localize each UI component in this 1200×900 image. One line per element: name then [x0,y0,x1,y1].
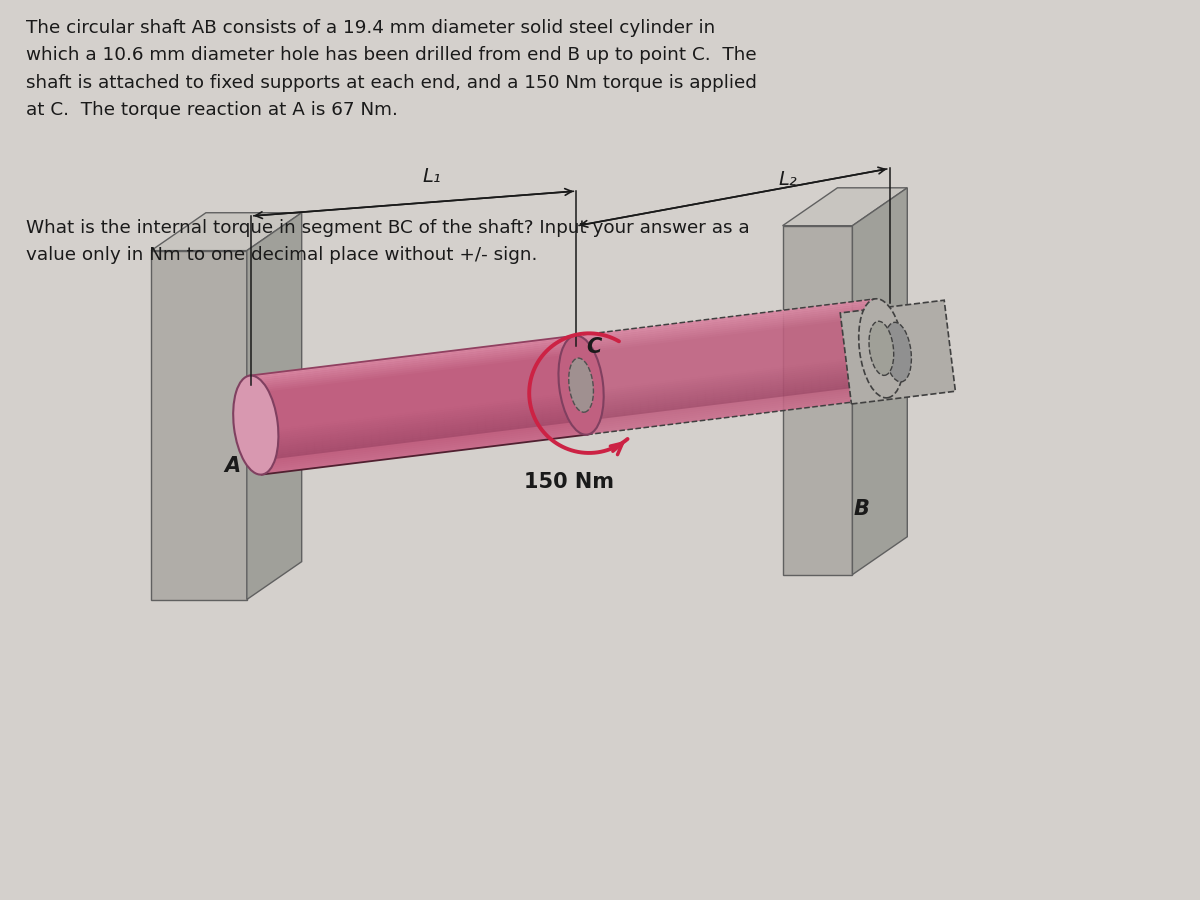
Polygon shape [852,188,907,574]
Polygon shape [252,312,877,392]
Polygon shape [258,366,883,445]
Ellipse shape [233,375,278,474]
Polygon shape [262,394,887,472]
Polygon shape [251,309,877,388]
Text: L₂: L₂ [779,170,797,189]
Polygon shape [259,372,884,451]
Polygon shape [260,390,887,469]
Polygon shape [260,386,887,464]
Polygon shape [262,396,888,474]
Polygon shape [247,212,301,599]
Polygon shape [259,376,884,454]
Text: 150 Nm: 150 Nm [524,472,614,491]
Polygon shape [260,388,887,466]
Polygon shape [257,358,883,437]
Polygon shape [262,392,887,471]
Polygon shape [250,299,876,378]
Polygon shape [258,368,884,446]
Text: The circular shaft AB consists of a 19.4 mm diameter solid steel cylinder in
whi: The circular shaft AB consists of a 19.4… [26,19,757,119]
Ellipse shape [869,321,894,375]
Polygon shape [251,307,876,385]
Polygon shape [259,378,886,456]
Ellipse shape [884,322,912,382]
Polygon shape [258,364,883,443]
Ellipse shape [859,299,904,398]
Polygon shape [259,374,884,453]
Polygon shape [257,360,883,439]
Polygon shape [251,305,876,383]
Polygon shape [251,302,876,382]
Polygon shape [782,188,907,226]
Text: C: C [586,338,601,357]
Text: L₁: L₁ [422,166,440,185]
Polygon shape [258,362,883,441]
Polygon shape [259,380,886,459]
Text: B: B [853,499,869,518]
Polygon shape [252,315,877,393]
Polygon shape [151,250,247,599]
Polygon shape [258,370,884,449]
Polygon shape [840,301,955,404]
Ellipse shape [569,358,594,412]
Polygon shape [250,336,587,474]
Text: What is the internal torque in segment BC of the shaft? Input your answer as a
v: What is the internal torque in segment B… [26,219,750,264]
Polygon shape [260,382,886,461]
Ellipse shape [558,336,604,435]
Polygon shape [251,310,877,390]
Polygon shape [575,299,888,435]
Polygon shape [151,212,301,250]
Text: A: A [224,456,241,476]
Polygon shape [250,301,876,380]
Polygon shape [782,226,852,574]
